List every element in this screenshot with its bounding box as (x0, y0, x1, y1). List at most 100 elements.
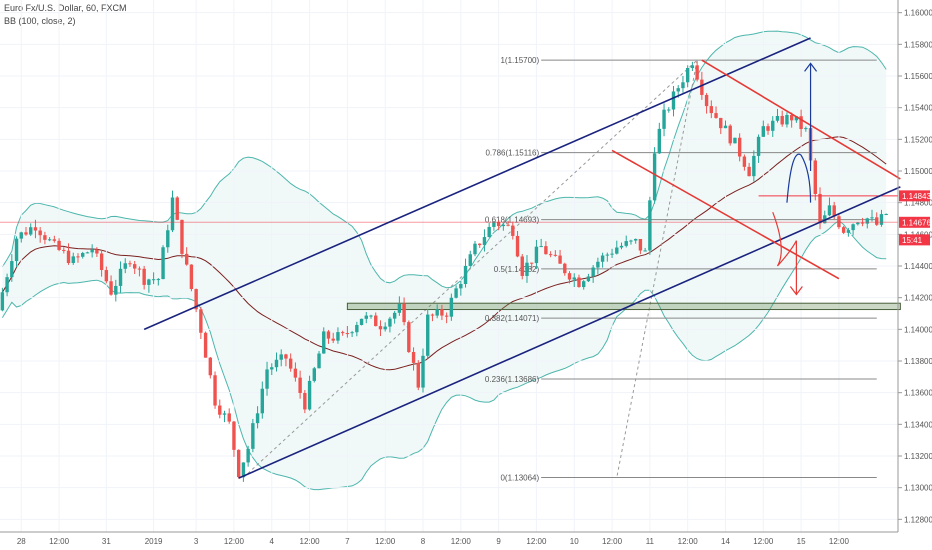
candle-body (492, 222, 496, 227)
candle (619, 242, 624, 250)
candle-body (95, 249, 99, 254)
candle-body (794, 116, 799, 121)
candle (747, 162, 751, 177)
candle (633, 238, 638, 244)
candle-body (662, 109, 666, 129)
time-tick-label: 12:00 (678, 537, 699, 546)
candle-body (813, 160, 817, 194)
candle (52, 235, 57, 243)
support-zone (346, 302, 901, 311)
price-badge: 1.14843 (899, 190, 931, 202)
fib-level-label: 0(1.13064) (500, 474, 539, 483)
candle (463, 258, 468, 288)
candle (563, 262, 567, 276)
candle-body (284, 354, 288, 359)
candle (411, 347, 416, 371)
candle-body (667, 109, 671, 111)
candle-body (851, 224, 855, 231)
candle-body (539, 246, 543, 248)
candle (752, 150, 756, 182)
candle (577, 274, 581, 288)
candle (785, 112, 789, 128)
candle-body (440, 309, 444, 316)
time-tick-label: 12:00 (451, 537, 472, 546)
candle (166, 224, 170, 253)
candle-body (728, 125, 732, 144)
candle-body (270, 367, 274, 370)
candle (19, 231, 23, 243)
price-badge-label: 1.14843 (902, 192, 931, 201)
candle-body (71, 256, 75, 264)
price-tick-label: 1.15200 (904, 135, 932, 144)
time-tick-label: 14 (721, 537, 730, 546)
candle-body (586, 276, 591, 282)
fib-level-label: 0.5(1.14382) (494, 265, 540, 274)
candle-body (90, 249, 94, 253)
candle (303, 390, 307, 414)
candle-body (416, 362, 420, 388)
candle (473, 240, 477, 257)
candle-body (137, 268, 142, 270)
candle-body (827, 205, 832, 216)
candle-body (161, 247, 165, 280)
candle (331, 332, 335, 344)
candle-body (52, 239, 57, 241)
candle (884, 213, 888, 216)
candle-body (567, 273, 572, 280)
candle (615, 240, 619, 255)
candle (638, 238, 643, 255)
indicator-label: BB (100, close, 2) (4, 16, 76, 26)
candle (421, 348, 425, 393)
candle (737, 133, 742, 162)
candle (90, 244, 94, 258)
candle-body (638, 238, 643, 251)
time-tick-label: 11 (646, 537, 655, 546)
candle (33, 219, 38, 239)
candle (322, 327, 326, 354)
candle (251, 418, 255, 453)
candle-body (780, 115, 784, 125)
candle-body (733, 137, 737, 144)
candle-body (388, 318, 392, 327)
candle-body (737, 137, 742, 157)
candle (364, 311, 368, 324)
candle (284, 353, 288, 367)
price-tick-label: 1.15800 (904, 40, 932, 49)
candle (704, 93, 709, 114)
candle-body (426, 314, 430, 356)
candle (402, 297, 406, 326)
candle-body (364, 315, 368, 319)
candle (459, 281, 463, 296)
candle (312, 366, 317, 383)
candle-body (615, 247, 619, 254)
candle-body (123, 263, 127, 269)
price-tick-label: 1.16000 (904, 9, 932, 18)
candle (222, 410, 227, 423)
time-tick-label: 28 (17, 537, 26, 546)
candle-body (369, 315, 373, 317)
candle (397, 296, 402, 316)
time-tick-label: 12:00 (375, 537, 396, 546)
candle-body (170, 197, 175, 231)
candle-body (402, 303, 406, 323)
candle (199, 306, 203, 340)
candle-body (771, 120, 775, 131)
candle (307, 375, 312, 411)
candle (766, 123, 770, 135)
candle-body (24, 232, 28, 235)
candle-body (860, 222, 865, 224)
candle-body (766, 126, 770, 131)
candle-body (652, 153, 657, 201)
candle (804, 126, 808, 132)
candle-body (307, 380, 312, 410)
candle-body (473, 243, 477, 255)
price-badge-label: 15:41 (902, 236, 923, 245)
candle-body (581, 281, 586, 288)
candle (350, 330, 354, 337)
candle (137, 266, 142, 277)
candle-body (629, 240, 633, 242)
candle-body (392, 312, 397, 319)
candle-body (378, 326, 383, 330)
candle-body (487, 226, 491, 238)
